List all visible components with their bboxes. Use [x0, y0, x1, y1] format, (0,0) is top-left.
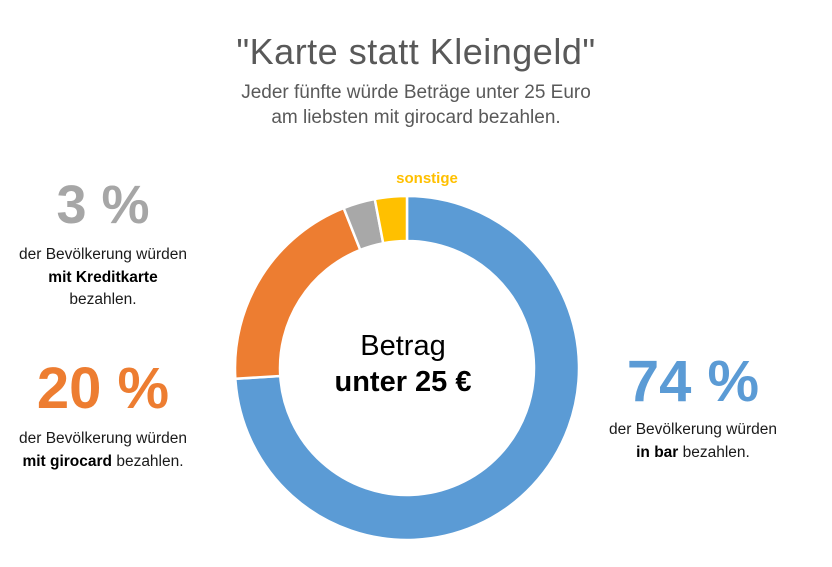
page-title: "Karte statt Kleingeld": [236, 31, 596, 72]
subtitle: Jeder fünfte würde Beträge unter 25 Euro…: [0, 80, 832, 130]
bar-line-2: in bar bezahlen.: [595, 442, 791, 465]
center-label-line-1: Betrag: [360, 330, 446, 362]
annotation-bar: 74 % der Bevölkerung würden in bar bezah…: [595, 353, 791, 464]
donut-chart: [233, 194, 581, 542]
girocard-line-1: der Bevölkerung würden: [18, 430, 188, 447]
girocard-bold: mit girocard: [22, 452, 113, 470]
bar-bold: in bar: [636, 443, 679, 461]
annotation-girocard: 20 % der Bevölkerung würden mit girocard…: [5, 360, 201, 473]
girocard-rest: bezahlen.: [112, 452, 184, 470]
girocard-text: der Bevölkerung würden mit girocard beza…: [5, 428, 201, 473]
donut-center-label: Betrag unter 25 €: [283, 328, 523, 399]
center-label-line-2: unter 25 €: [334, 366, 472, 398]
kreditkarte-line-3: bezahlen.: [69, 291, 137, 308]
girocard-percent: 20 %: [36, 356, 170, 421]
bar-percent: 74 %: [626, 349, 760, 414]
donut-segment-sonstige: [373, 194, 409, 245]
subtitle-line-2: am liebsten mit girocard bezahlen.: [271, 107, 561, 128]
kreditkarte-line-1: der Bevölkerung würden: [18, 246, 188, 263]
header: "Karte statt Kleingeld" Jeder fünfte wür…: [0, 30, 832, 130]
bar-line-1: der Bevölkerung würden: [608, 421, 778, 438]
subtitle-line-1: Jeder fünfte würde Beträge unter 25 Euro: [241, 82, 591, 103]
donut-segment-in-bar: [234, 194, 581, 542]
segment-label-sonstige: sonstige: [396, 170, 458, 187]
kreditkarte-text: der Bevölkerung würden mit Kreditkarte b…: [5, 244, 201, 312]
annotation-kreditkarte: 3 % der Bevölkerung würden mit Kreditkar…: [5, 176, 201, 312]
kreditkarte-percent: 3 %: [56, 175, 150, 235]
girocard-line-2: mit girocard bezahlen.: [5, 451, 201, 474]
kreditkarte-line-2: mit Kreditkarte: [48, 268, 158, 286]
bar-text: der Bevölkerung würden in bar bezahlen.: [595, 419, 791, 464]
bar-rest: bezahlen.: [678, 443, 750, 461]
